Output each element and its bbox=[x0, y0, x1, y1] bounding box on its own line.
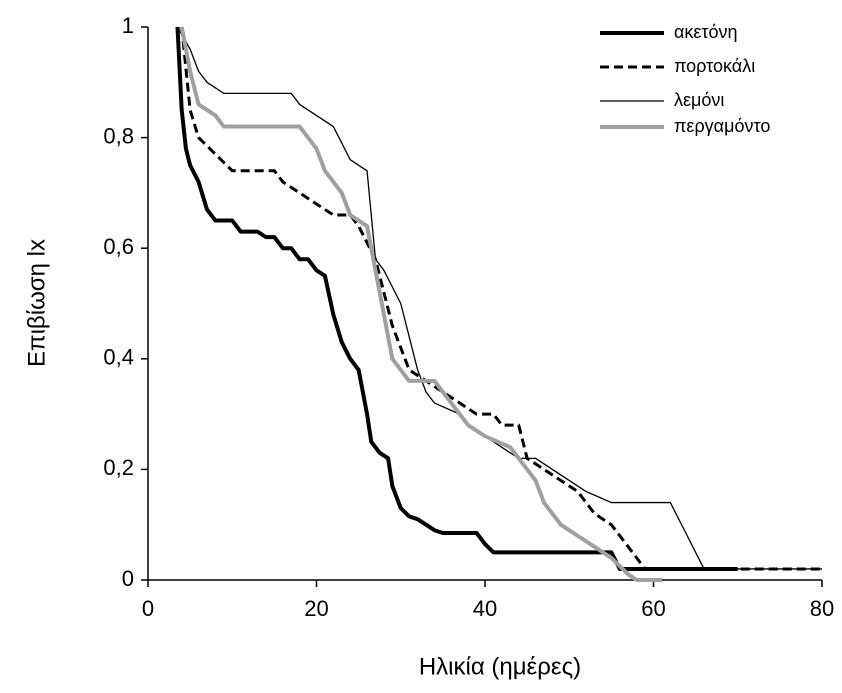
x-tick-label: 60 bbox=[641, 596, 665, 621]
legend-label: ακετόνη bbox=[674, 22, 738, 42]
y-tick-label: 0,8 bbox=[103, 123, 134, 148]
series-line bbox=[176, 26, 822, 570]
y-tick-label: 1 bbox=[122, 13, 134, 38]
series-line bbox=[180, 26, 822, 571]
series-line bbox=[179, 26, 662, 582]
legend-label: πορτοκάλι bbox=[674, 56, 755, 76]
x-tick-label: 80 bbox=[810, 596, 834, 621]
x-tick-label: 40 bbox=[473, 596, 497, 621]
x-tick-label: 0 bbox=[142, 596, 154, 621]
legend-label: λεμόνι bbox=[674, 90, 724, 110]
x-axis-label: Ηλικία (ημέρες) bbox=[419, 653, 581, 680]
y-tick-label: 0,2 bbox=[103, 455, 134, 480]
y-tick-label: 0,4 bbox=[103, 345, 134, 370]
y-tick-label: 0,6 bbox=[103, 234, 134, 259]
x-tick-label: 20 bbox=[304, 596, 328, 621]
y-axis-label: Επιβίωση lx bbox=[23, 239, 50, 367]
legend-label: περγαμόντο bbox=[674, 116, 770, 136]
series-line bbox=[175, 26, 738, 571]
y-tick-label: 0 bbox=[122, 566, 134, 591]
